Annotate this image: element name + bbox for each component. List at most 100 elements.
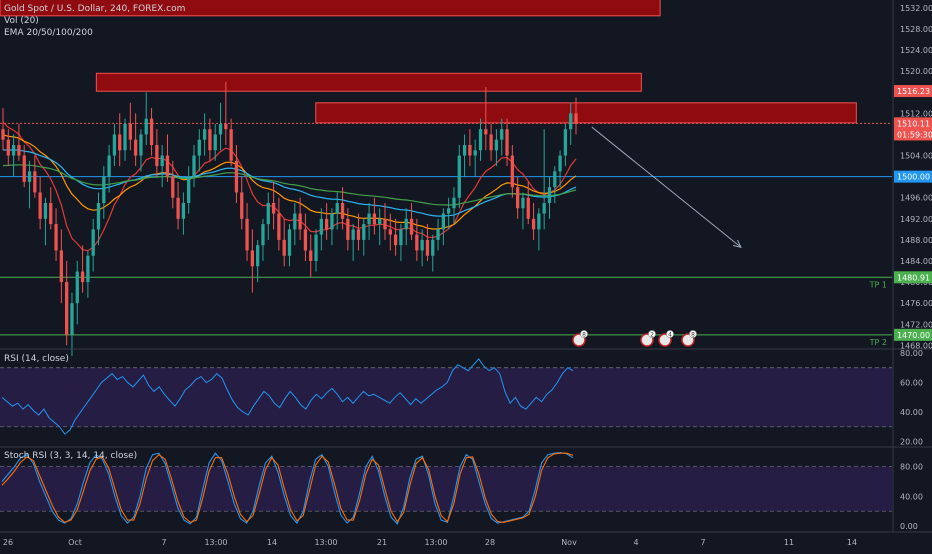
symbol-legend[interactable]: Gold Spot / U.S. Dollar, 240, FOREX.com bbox=[4, 4, 186, 14]
candle-body bbox=[542, 203, 546, 214]
candle-body bbox=[43, 203, 48, 219]
candle-body bbox=[17, 145, 21, 156]
stoch-k-line bbox=[1, 451, 574, 525]
candle-body bbox=[505, 129, 509, 156]
candle-body bbox=[314, 234, 318, 261]
price-tick-label: 1476.00 bbox=[900, 299, 932, 308]
candle-body bbox=[436, 229, 440, 240]
candle-body bbox=[256, 245, 260, 267]
level-label-2: TP 2 bbox=[869, 338, 887, 347]
candle-body bbox=[234, 160, 239, 193]
candle-body bbox=[123, 123, 127, 151]
price-tag-label: 1500.00 bbox=[897, 173, 930, 182]
price-tick-label: 1496.00 bbox=[900, 194, 932, 203]
candle-body bbox=[298, 213, 302, 230]
forecast-arrow-line bbox=[591, 126, 742, 248]
candle-body bbox=[208, 129, 212, 151]
event-marker-count: 4 bbox=[668, 331, 672, 338]
stoch-tick-label: 0.00 bbox=[900, 522, 918, 531]
candle-body bbox=[33, 171, 37, 193]
price-tick-label: 1492.00 bbox=[900, 215, 932, 224]
candle-body bbox=[563, 129, 568, 156]
candle-body bbox=[351, 229, 355, 240]
time-tick-label: 11 bbox=[784, 538, 794, 547]
volume-legend[interactable]: Vol (20) bbox=[4, 16, 39, 26]
candle-body bbox=[468, 145, 472, 156]
candle-body bbox=[537, 213, 541, 230]
candle-body bbox=[49, 203, 53, 225]
candle-body bbox=[309, 250, 313, 261]
rsi-tick-label: 40.00 bbox=[900, 408, 923, 417]
time-tick-label: 28 bbox=[485, 538, 495, 547]
candle-body bbox=[118, 134, 122, 151]
candle-body bbox=[96, 203, 101, 230]
event-markers-layer: 8 2 4 8 bbox=[572, 330, 697, 347]
candle-body bbox=[515, 187, 520, 209]
candle-body bbox=[372, 213, 377, 225]
candle-body bbox=[346, 218, 350, 240]
price-tick-label: 1512.00 bbox=[900, 109, 932, 118]
candle-body bbox=[27, 171, 32, 182]
arrow-layer bbox=[591, 126, 742, 249]
price-tick-label: 1472.00 bbox=[900, 320, 932, 329]
ema-200-line bbox=[2, 164, 577, 206]
candle-body bbox=[165, 155, 170, 177]
stoch-rsi-legend[interactable]: Stoch RSI (3, 3, 14, 14, close) bbox=[4, 451, 138, 461]
candle-body bbox=[187, 176, 191, 203]
stoch-band bbox=[0, 466, 892, 512]
candle-body bbox=[330, 213, 334, 230]
time-tick-label: 4 bbox=[633, 538, 638, 547]
candle-body bbox=[319, 218, 323, 235]
candle-body bbox=[65, 282, 69, 335]
candle-body bbox=[404, 218, 408, 230]
candle-body bbox=[171, 176, 175, 198]
time-tick-label: Oct bbox=[68, 538, 82, 547]
price-tick-label: 1524.00 bbox=[900, 46, 932, 55]
event-marker-badge bbox=[580, 330, 588, 338]
rsi-legend[interactable]: RSI (14, close) bbox=[4, 354, 69, 364]
ema-legend[interactable]: EMA 20/50/100/200 bbox=[4, 28, 93, 38]
stoch-d-line bbox=[1, 452, 574, 523]
candle-body bbox=[324, 218, 329, 230]
candle-body bbox=[202, 129, 207, 140]
candle-body bbox=[250, 250, 255, 267]
candle-body bbox=[473, 150, 477, 156]
candle-body bbox=[415, 234, 419, 251]
time-tick-label: 21 bbox=[377, 538, 387, 547]
candle-body bbox=[457, 155, 461, 198]
candle-body bbox=[38, 192, 42, 219]
price-tag bbox=[894, 85, 932, 98]
candle-body bbox=[70, 303, 74, 335]
candles-layer bbox=[1, 81, 578, 356]
candle-body bbox=[452, 197, 456, 209]
candle-body bbox=[362, 224, 366, 240]
candle-body bbox=[441, 213, 446, 230]
levels-layer: TP 1 TP 2 bbox=[0, 122, 892, 347]
price-tick-label: 1520.00 bbox=[900, 67, 932, 76]
event-marker-count: 2 bbox=[650, 331, 654, 338]
candle-body bbox=[91, 229, 95, 256]
event-marker-badge bbox=[666, 330, 674, 338]
candle-body bbox=[218, 123, 223, 135]
price-tick-label: 1528.00 bbox=[900, 25, 932, 34]
event-marker-badge bbox=[648, 330, 656, 338]
candle-body bbox=[266, 203, 270, 225]
event-marker-count: 8 bbox=[582, 331, 586, 338]
candle-body bbox=[11, 145, 16, 156]
price-tick-label: 1488.00 bbox=[900, 236, 932, 245]
candle-body bbox=[149, 118, 154, 145]
candle-body bbox=[558, 155, 562, 172]
candle-body bbox=[59, 250, 64, 283]
resistance-zone-0 bbox=[0, 0, 661, 17]
level-label-1: TP 1 bbox=[869, 280, 887, 289]
candle-body bbox=[293, 213, 297, 230]
candle-body bbox=[494, 139, 499, 151]
candle-body bbox=[139, 134, 143, 156]
time-tick-label: 26 bbox=[3, 538, 13, 547]
event-marker-badge bbox=[689, 330, 697, 338]
candle-body bbox=[224, 123, 228, 130]
price-tag bbox=[894, 328, 932, 341]
event-marker-count: 8 bbox=[691, 331, 695, 338]
